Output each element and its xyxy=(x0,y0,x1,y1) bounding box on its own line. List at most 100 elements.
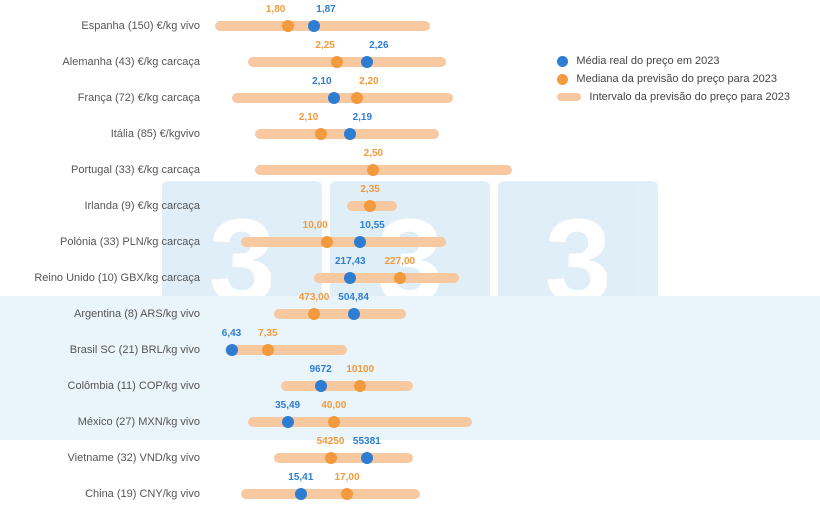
chart-row: Portugal (33) €/kg carcaça 2,50 xyxy=(0,152,820,188)
median-value-label: 10,00 xyxy=(303,220,328,231)
row-label: França (72) €/kg carcaça xyxy=(0,92,210,104)
row-plot: 7,356,43 xyxy=(215,332,545,368)
real-value-label: 1,87 xyxy=(316,4,335,15)
median-value-label: 2,20 xyxy=(359,76,378,87)
chart-row: Espanha (150) €/kg vivo 1,801,87 xyxy=(0,8,820,44)
row-plot: 2,252,26 xyxy=(215,44,545,80)
row-label: México (27) MXN/kg vivo xyxy=(0,416,210,428)
row-plot: 473,00504,84 xyxy=(215,296,545,332)
median-dot xyxy=(262,344,274,356)
range-bar xyxy=(274,453,413,463)
median-value-label: 2,25 xyxy=(315,40,334,51)
row-plot: 227,00217,43 xyxy=(215,260,545,296)
row-label: Irlanda (9) €/kg carcaça xyxy=(0,200,210,212)
median-dot xyxy=(394,272,406,284)
real-value-label: 504,84 xyxy=(338,292,369,303)
median-dot xyxy=(325,452,337,464)
chart-row: Itália (85) €/kgvivo 2,102,19 xyxy=(0,116,820,152)
row-label: Argentina (8) ARS/kg vivo xyxy=(0,308,210,320)
legend-swatch-dot xyxy=(557,56,568,67)
legend-swatch-bar xyxy=(557,93,581,101)
row-plot: 2,50 xyxy=(215,152,545,188)
range-bar xyxy=(241,489,419,499)
row-plot: 2,35 xyxy=(215,188,545,224)
median-dot xyxy=(331,56,343,68)
row-label: Brasil SC (21) BRL/kg vivo xyxy=(0,344,210,356)
chart-row: Reino Unido (10) GBX/kg carcaça 227,00217… xyxy=(0,260,820,296)
chart-row: China (19) CNY/kg vivo 17,0015,41 xyxy=(0,476,820,512)
range-bar xyxy=(314,273,459,283)
real-dot xyxy=(354,236,366,248)
row-plot: 10,0010,55 xyxy=(215,224,545,260)
real-dot xyxy=(315,380,327,392)
real-dot xyxy=(361,452,373,464)
real-dot xyxy=(344,128,356,140)
chart-row: Vietname (32) VND/kg vivo 5425055381 xyxy=(0,440,820,476)
row-label: Portugal (33) €/kg carcaça xyxy=(0,164,210,176)
row-plot: 1,801,87 xyxy=(215,8,545,44)
median-value-label: 54250 xyxy=(317,436,345,447)
real-dot xyxy=(344,272,356,284)
row-label: Vietname (32) VND/kg vivo xyxy=(0,452,210,464)
real-dot xyxy=(226,344,238,356)
row-plot: 2,202,10 xyxy=(215,80,545,116)
range-bar xyxy=(232,93,453,103)
chart-row: Polónia (33) PLN/kg carcaça 10,0010,55 xyxy=(0,224,820,260)
real-value-label: 55381 xyxy=(353,436,381,447)
median-value-label: 1,80 xyxy=(266,4,285,15)
row-label: Reino Unido (10) GBX/kg carcaça xyxy=(0,272,210,284)
median-value-label: 17,00 xyxy=(334,472,359,483)
real-value-label: 15,41 xyxy=(288,472,313,483)
row-label: Colômbia (11) COP/kg vivo xyxy=(0,380,210,392)
real-value-label: 2,26 xyxy=(369,40,388,51)
chart-row: Colômbia (11) COP/kg vivo101009672 xyxy=(0,368,820,404)
row-plot: 2,102,19 xyxy=(215,116,545,152)
median-dot xyxy=(321,236,333,248)
row-plot: 5425055381 xyxy=(215,440,545,476)
range-bar xyxy=(274,309,406,319)
median-dot xyxy=(308,308,320,320)
legend-item: Média real do preço em 2023 xyxy=(557,55,790,67)
legend-label: Intervalo da previsão do preço para 2023 xyxy=(589,91,790,103)
range-bar xyxy=(215,21,430,31)
median-dot xyxy=(354,380,366,392)
row-plot: 17,0015,41 xyxy=(215,476,545,512)
range-bar xyxy=(225,345,347,355)
legend-swatch-dot xyxy=(557,74,568,85)
median-value-label: 2,10 xyxy=(299,112,318,123)
chart-row: Argentina (8) ARS/kg vivo 473,00504,84 xyxy=(0,296,820,332)
median-value-label: 2,35 xyxy=(360,184,379,195)
median-value-label: 2,50 xyxy=(364,148,383,159)
median-value-label: 473,00 xyxy=(299,292,330,303)
median-value-label: 7,35 xyxy=(258,328,277,339)
real-dot xyxy=(295,488,307,500)
row-label: Espanha (150) €/kg vivo xyxy=(0,20,210,32)
real-dot xyxy=(308,20,320,32)
real-value-label: 9672 xyxy=(309,364,331,375)
median-dot xyxy=(315,128,327,140)
median-dot xyxy=(341,488,353,500)
median-value-label: 227,00 xyxy=(385,256,416,267)
range-bar xyxy=(255,165,512,175)
row-label: Itália (85) €/kgvivo xyxy=(0,128,210,140)
real-dot xyxy=(361,56,373,68)
chart-row: Brasil SC (21) BRL/kg vivo 7,356,43 xyxy=(0,332,820,368)
legend-item: Mediana da previsão do preço para 2023 xyxy=(557,73,790,85)
row-label: Polónia (33) PLN/kg carcaça xyxy=(0,236,210,248)
median-value-label: 10100 xyxy=(346,364,374,375)
chart-row: Irlanda (9) €/kg carcaça 2,35 xyxy=(0,188,820,224)
median-dot xyxy=(367,164,379,176)
median-dot xyxy=(351,92,363,104)
real-value-label: 2,19 xyxy=(353,112,372,123)
median-dot xyxy=(364,200,376,212)
legend-item: Intervalo da previsão do preço para 2023 xyxy=(557,91,790,103)
range-bar xyxy=(248,57,446,67)
legend: Média real do preço em 2023 Mediana da pr… xyxy=(557,55,790,109)
real-value-label: 10,55 xyxy=(360,220,385,231)
real-value-label: 35,49 xyxy=(275,400,300,411)
median-dot xyxy=(282,20,294,32)
row-label: China (19) CNY/kg vivo xyxy=(0,488,210,500)
legend-label: Média real do preço em 2023 xyxy=(576,55,719,67)
real-value-label: 217,43 xyxy=(335,256,366,267)
range-bar xyxy=(281,381,413,391)
